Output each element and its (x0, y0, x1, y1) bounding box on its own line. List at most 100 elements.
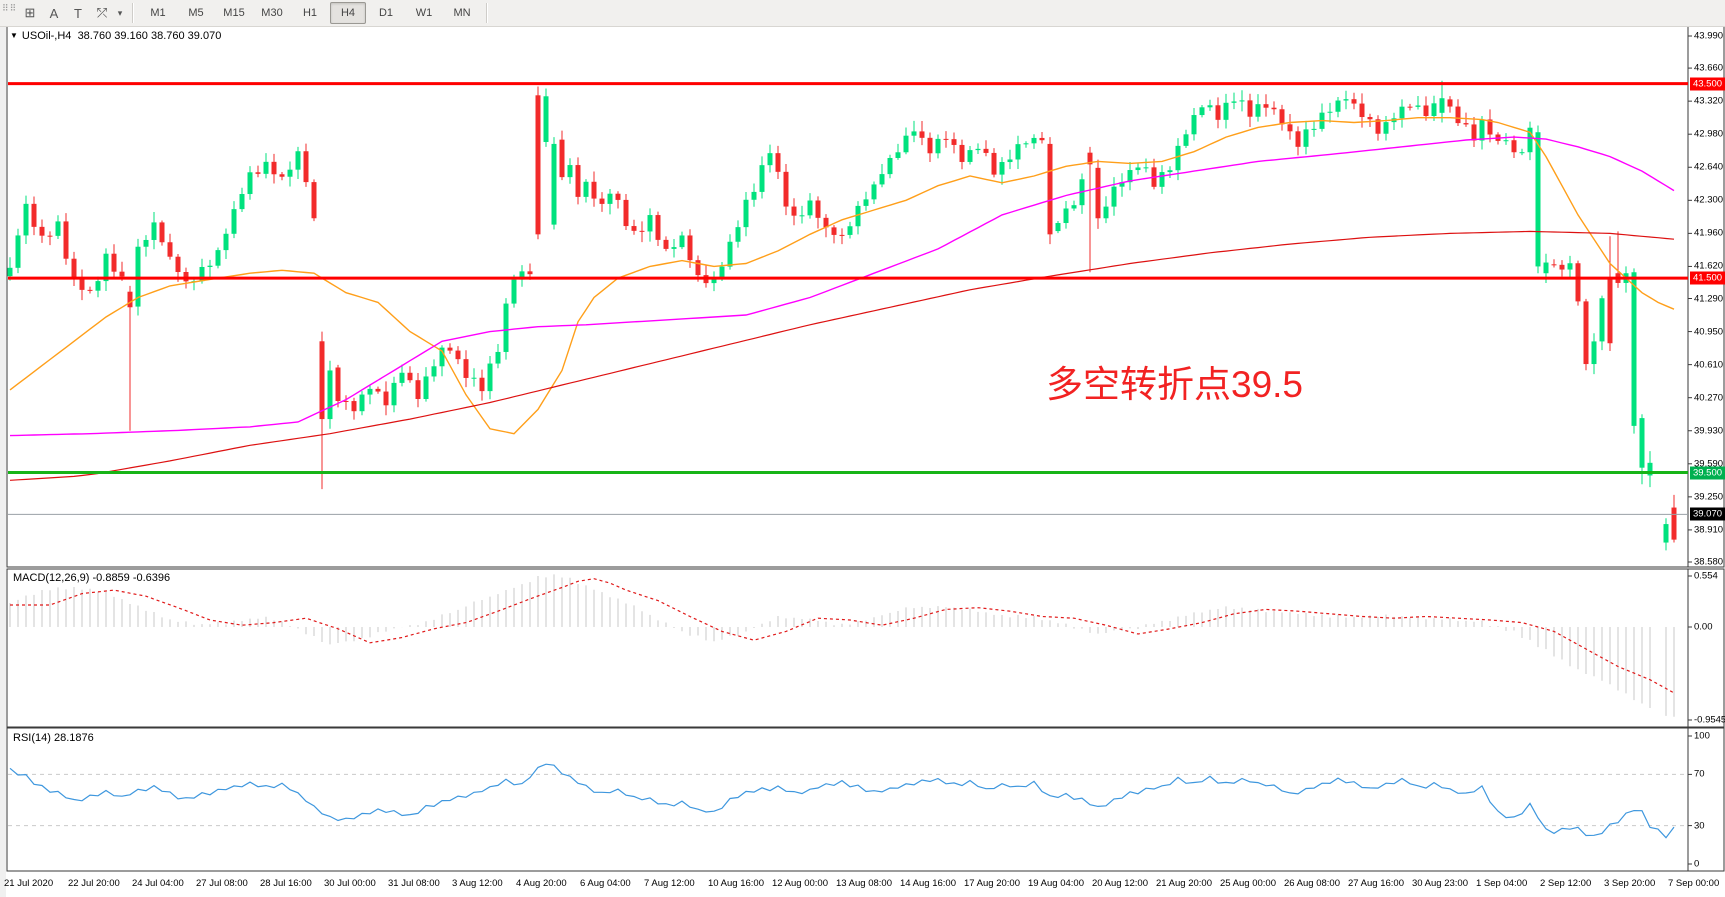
rsi-scale-label: 0 (1694, 858, 1700, 870)
candle-body (471, 377, 477, 379)
candle-body (1175, 145, 1181, 171)
time-axis-label: 6 Aug 04:00 (580, 878, 631, 889)
candle-body (1015, 144, 1021, 160)
price-tag-39.500: 39.500 (1690, 466, 1725, 480)
candle-body (1359, 103, 1365, 118)
dropdown-caret-icon[interactable]: ▾ (117, 7, 123, 18)
candle-body (743, 199, 749, 228)
timeframe-button-m1[interactable]: M1 (150, 7, 166, 19)
timeframe-button-m30[interactable]: M30 (261, 7, 283, 19)
candle-body (495, 351, 501, 364)
candle-body (1375, 119, 1381, 134)
candle-body (399, 372, 405, 383)
candle-body (951, 139, 957, 145)
timeframe-button-w1[interactable]: W1 (415, 7, 433, 19)
symbol-dropdown-icon[interactable]: ▼ (10, 31, 18, 40)
candle-body (631, 226, 637, 231)
time-axis-label: 20 Aug 12:00 (1092, 878, 1148, 889)
timeframe-button-mn[interactable]: MN (453, 7, 471, 19)
candle-body (1103, 206, 1109, 219)
candle-body (87, 289, 93, 291)
candle-body (255, 172, 261, 174)
candle-body (263, 161, 269, 174)
candle-body (911, 131, 917, 136)
candle-body (1199, 107, 1205, 116)
candle-body (279, 174, 285, 177)
candle-body (767, 153, 773, 166)
draw-tools-icon[interactable]: ⤱ (96, 5, 108, 20)
candle-body (1007, 159, 1013, 163)
candle-body (959, 144, 965, 162)
cursor-crosshair-icon[interactable]: ⊞ (24, 5, 36, 20)
price-scale-label: 39.930 (1694, 425, 1724, 437)
candle-body (455, 350, 461, 360)
candle-body (815, 200, 821, 218)
candle-body (655, 215, 661, 240)
rsi-name: RSI(14) (13, 732, 51, 744)
candle-body (167, 242, 173, 257)
candle-body (1295, 131, 1301, 147)
price-scale-label: 41.290 (1694, 293, 1724, 304)
timeframe-button-m15[interactable]: M15 (223, 7, 245, 19)
candle-body (1583, 301, 1589, 365)
candle-body (1599, 298, 1605, 342)
candle-body (231, 209, 237, 234)
candle-body (1263, 104, 1269, 108)
candle-body (639, 230, 645, 232)
toolbar-drag-handle[interactable]: ⠿⠿ (2, 4, 16, 13)
time-axis-label: 25 Aug 00:00 (1220, 878, 1276, 889)
time-axis-label: 22 Jul 20:00 (68, 878, 120, 889)
timeframe-button-m5[interactable]: M5 (188, 7, 204, 19)
macd-panel-frame (6, 568, 1725, 728)
candle-body (367, 388, 373, 395)
rsi-indicator-label: RSI(14) 28.1876 (13, 732, 94, 744)
chart-annotation-text: 多空转折点39.5 (1046, 364, 1304, 405)
chart-title: ▼ USOil-,H4 38.760 39.160 38.760 39.070 (10, 30, 221, 42)
candle-body (1231, 101, 1237, 103)
toolbar-separator (486, 3, 488, 23)
candle-body (799, 215, 805, 217)
price-scale-label: 41.960 (1694, 227, 1724, 239)
candle-body (759, 165, 765, 192)
candle-body (1455, 106, 1461, 124)
timeframe-button-h4[interactable]: H4 (330, 2, 366, 24)
candle-body (1551, 264, 1557, 266)
price-scale-label: 43.320 (1694, 95, 1724, 107)
candle-body (783, 171, 789, 207)
candle-body (975, 148, 981, 151)
candle-body (1215, 105, 1221, 120)
candle-body (1543, 262, 1549, 274)
time-axis-label: 2 Sep 12:00 (1540, 878, 1592, 889)
timeframe-button-h1[interactable]: H1 (302, 7, 318, 19)
candle-body (1471, 124, 1477, 141)
candle-body (423, 376, 429, 400)
candle-body (735, 227, 741, 242)
price-tag-41.500: 41.500 (1690, 271, 1725, 285)
time-axis-label: 21 Jul 2020 (4, 878, 54, 889)
candle-body (375, 388, 381, 392)
candle-body (1399, 106, 1405, 119)
price-tag-43.500: 43.500 (1690, 77, 1725, 91)
candle-body (1327, 111, 1333, 113)
text-box-icon[interactable]: T (74, 5, 82, 21)
candle-body (407, 372, 413, 381)
timeframe-button-d1[interactable]: D1 (378, 7, 394, 19)
candle-body (1127, 170, 1133, 183)
text-label-icon[interactable]: A (49, 5, 59, 21)
candle-body (1191, 115, 1197, 135)
candle-body (359, 394, 365, 412)
price-scale-label: 42.640 (1694, 161, 1724, 173)
candle-body (143, 239, 149, 247)
candle-body (663, 239, 669, 249)
candle-body (1039, 137, 1045, 141)
candle-body (23, 203, 29, 236)
candle-body (1647, 462, 1653, 476)
candle-body (807, 200, 813, 216)
candle-body (1335, 100, 1341, 112)
candle-body (647, 215, 653, 232)
candle-body (1567, 263, 1573, 270)
candle-body (775, 153, 781, 172)
candle-body (63, 221, 69, 259)
